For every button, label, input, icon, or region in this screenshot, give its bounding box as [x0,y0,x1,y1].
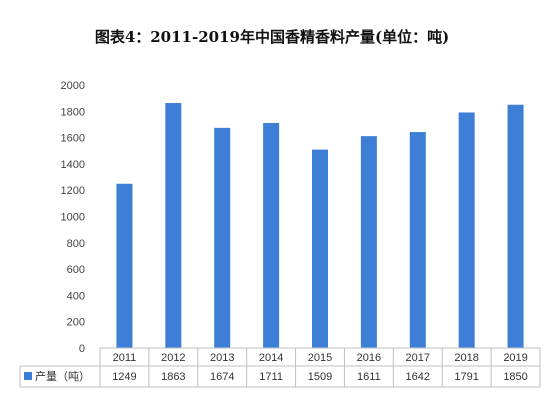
x-category-label: 2018 [454,352,478,364]
data-value-label: 1850 [503,371,527,383]
bar [116,183,133,348]
y-tick-label: 400 [67,290,85,302]
legend-swatch [24,372,32,380]
bar [409,132,426,348]
x-category-label: 2012 [161,352,185,364]
x-category-label: 2014 [259,352,283,364]
bar [263,123,280,348]
y-tick-label: 2000 [61,80,85,92]
bar [507,104,524,348]
y-tick-label: 0 [79,343,85,355]
x-category-label: 2019 [503,352,527,364]
data-value-label: 1249 [112,371,136,383]
y-tick-label: 1200 [61,185,85,197]
data-table-header-row: 2011 2012 2013 2014 2015 2016 2017 2018 2019 [113,352,528,364]
x-category-label: 2011 [113,352,137,364]
data-value-label: 1642 [406,371,430,383]
bar [312,149,328,348]
y-tick-label: 600 [67,264,85,276]
x-category-label: 2017 [406,352,430,364]
y-tick-label: 1800 [61,106,85,118]
y-tick-label: 1000 [61,212,85,224]
bar [458,112,475,349]
chart-title: 图表4：2011-2019年中国香精香料产量(单位：吨) [94,28,450,46]
x-category-label: 2015 [308,352,332,364]
data-table-grid [19,347,541,388]
data-value-label: 1509 [308,371,332,383]
bar [360,136,377,348]
data-table: 2011 2012 2013 2014 2015 2016 2017 2018 2019 124… [19,347,541,388]
y-tick-label: 200 [67,317,85,329]
legend-label: 产量（吨） [35,369,90,383]
x-category-label: 2016 [357,352,381,364]
y-tick-label: 800 [67,238,85,250]
bar [214,127,231,348]
bar [165,103,182,348]
data-value-label: 1711 [259,371,283,383]
data-value-label: 1674 [210,371,234,383]
y-tick-label: 1400 [61,159,85,171]
y-tick-label: 1600 [61,133,85,145]
data-value-label: 1791 [454,371,478,383]
data-table-value-row: 1249 1863 1674 1711 1509 1611 1642 1791 1850 [112,371,528,383]
bar-series [116,103,524,349]
data-value-label: 1611 [357,371,381,383]
x-category-label: 2013 [210,352,234,364]
y-axis-tick-labels: 0 200 400 600 800 1000 1200 1400 1600 1800 2000 [61,80,85,355]
data-value-label: 1863 [161,371,185,383]
